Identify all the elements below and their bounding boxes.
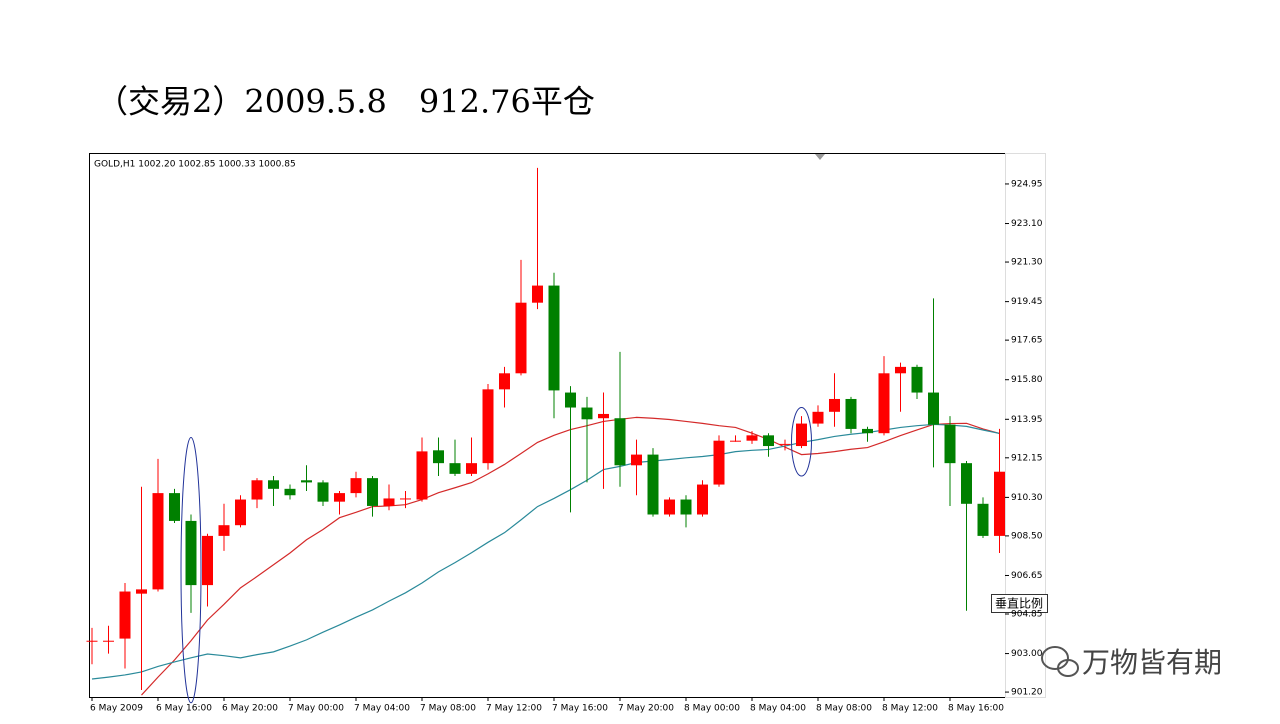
candle-body (565, 392, 576, 408)
candle-body (251, 480, 263, 500)
y-tick-label: 908.50 (1011, 531, 1043, 541)
candle-body (647, 454, 659, 515)
x-tick-label: 8 May 04:00 (750, 704, 806, 714)
candle-body (202, 535, 213, 586)
candle-body (466, 463, 477, 474)
y-tick-label: 912.15 (1011, 453, 1043, 463)
highlight-ellipse (791, 407, 812, 477)
candle-body (152, 493, 164, 590)
candle-body (383, 498, 395, 506)
candle-body (218, 525, 230, 536)
candle-body (581, 407, 593, 420)
candle-body (763, 435, 774, 447)
candle-body (779, 443, 791, 445)
candle-body (482, 389, 494, 464)
y-tick-label: 901.20 (1011, 688, 1043, 698)
candle-body (730, 440, 741, 442)
candle-body (284, 488, 296, 496)
candle-body (103, 640, 114, 642)
candle-body (961, 463, 972, 504)
x-tick-label: 7 May 12:00 (486, 704, 542, 714)
x-tick-label: 7 May 16:00 (552, 704, 608, 714)
candle-body (713, 440, 725, 485)
candle-body (416, 451, 428, 500)
y-tick-label: 903.00 (1011, 649, 1043, 659)
x-tick-label: 7 May 20:00 (618, 704, 674, 714)
candle-body (499, 373, 510, 390)
y-tick-label: 910.30 (1011, 493, 1043, 503)
candle-body (977, 503, 989, 536)
candle-body (680, 499, 692, 515)
candle-body (548, 285, 560, 391)
candle-body (746, 435, 758, 441)
watermark-icon (1041, 646, 1079, 677)
candle-body (796, 423, 807, 447)
candle-body (944, 424, 956, 464)
candle-body (268, 480, 279, 489)
candle-body (301, 480, 312, 483)
candle-body (697, 484, 708, 515)
candle-body (136, 589, 147, 594)
candle-body (119, 591, 131, 639)
y-tick-label: 904.85 (1011, 609, 1043, 619)
x-tick-label: 8 May 12:00 (882, 704, 938, 714)
x-tick-label: 6 May 16:00 (156, 704, 212, 714)
slide-title: （交易2）2009.5.8 912.76平仓 (96, 83, 595, 121)
scale-button-frame (991, 594, 1048, 613)
y-tick-label: 917.65 (1011, 336, 1043, 346)
candle-body (994, 471, 1005, 536)
candle-body (911, 366, 923, 393)
plot-frame (89, 153, 1006, 698)
candle-body (845, 398, 857, 429)
candle-body (532, 285, 543, 303)
candle-body (829, 398, 840, 412)
x-tick-label: 7 May 08:00 (420, 704, 476, 714)
candle-body (334, 493, 345, 502)
candle-body (169, 493, 180, 521)
candle-body (614, 418, 626, 466)
candle-body (400, 498, 411, 500)
scale-button: 垂直比例 (995, 597, 1043, 611)
x-tick-label: 6 May 20:00 (222, 704, 278, 714)
x-tick-label: 6 May 2009 (90, 704, 143, 714)
chart-header: GOLD,H1 1002.20 1002.85 1000.33 1000.85 (94, 160, 296, 170)
candle-body (433, 450, 444, 464)
candle-body (515, 302, 527, 374)
y-tick-label: 906.65 (1011, 571, 1043, 581)
y-tick-label: 923.10 (1011, 219, 1043, 229)
candle-body (631, 454, 642, 466)
moving-average (91, 423, 1000, 680)
watermark: 万物皆有期 (1082, 646, 1222, 679)
y-tick-label: 919.45 (1011, 297, 1043, 307)
y-tick-label: 921.30 (1011, 258, 1043, 268)
candle-body (928, 392, 939, 425)
candle-body (878, 373, 890, 434)
candle-body (235, 499, 246, 526)
candle-body (350, 478, 362, 494)
x-tick-label: 7 May 04:00 (354, 704, 410, 714)
candle-body (664, 499, 675, 515)
candle-body (317, 482, 329, 502)
candle-body (367, 478, 378, 506)
y-tick-label: 924.95 (1011, 179, 1043, 189)
y-tick-label: 913.95 (1011, 415, 1043, 425)
candle-body (895, 366, 906, 374)
y-tick-label: 915.80 (1011, 375, 1043, 385)
x-tick-label: 8 May 16:00 (948, 704, 1004, 714)
candle-body (812, 411, 824, 424)
highlight-ellipse (180, 436, 202, 704)
x-tick-label: 8 May 08:00 (816, 704, 872, 714)
plot (86, 167, 1005, 704)
candle-body (598, 413, 609, 419)
shift-marker (815, 154, 825, 160)
candle-body (185, 520, 197, 586)
x-tick-label: 8 May 00:00 (684, 704, 740, 714)
candle-body (862, 428, 873, 434)
candle-body (449, 463, 461, 474)
candle-body (86, 640, 98, 642)
x-tick-label: 7 May 00:00 (288, 704, 344, 714)
